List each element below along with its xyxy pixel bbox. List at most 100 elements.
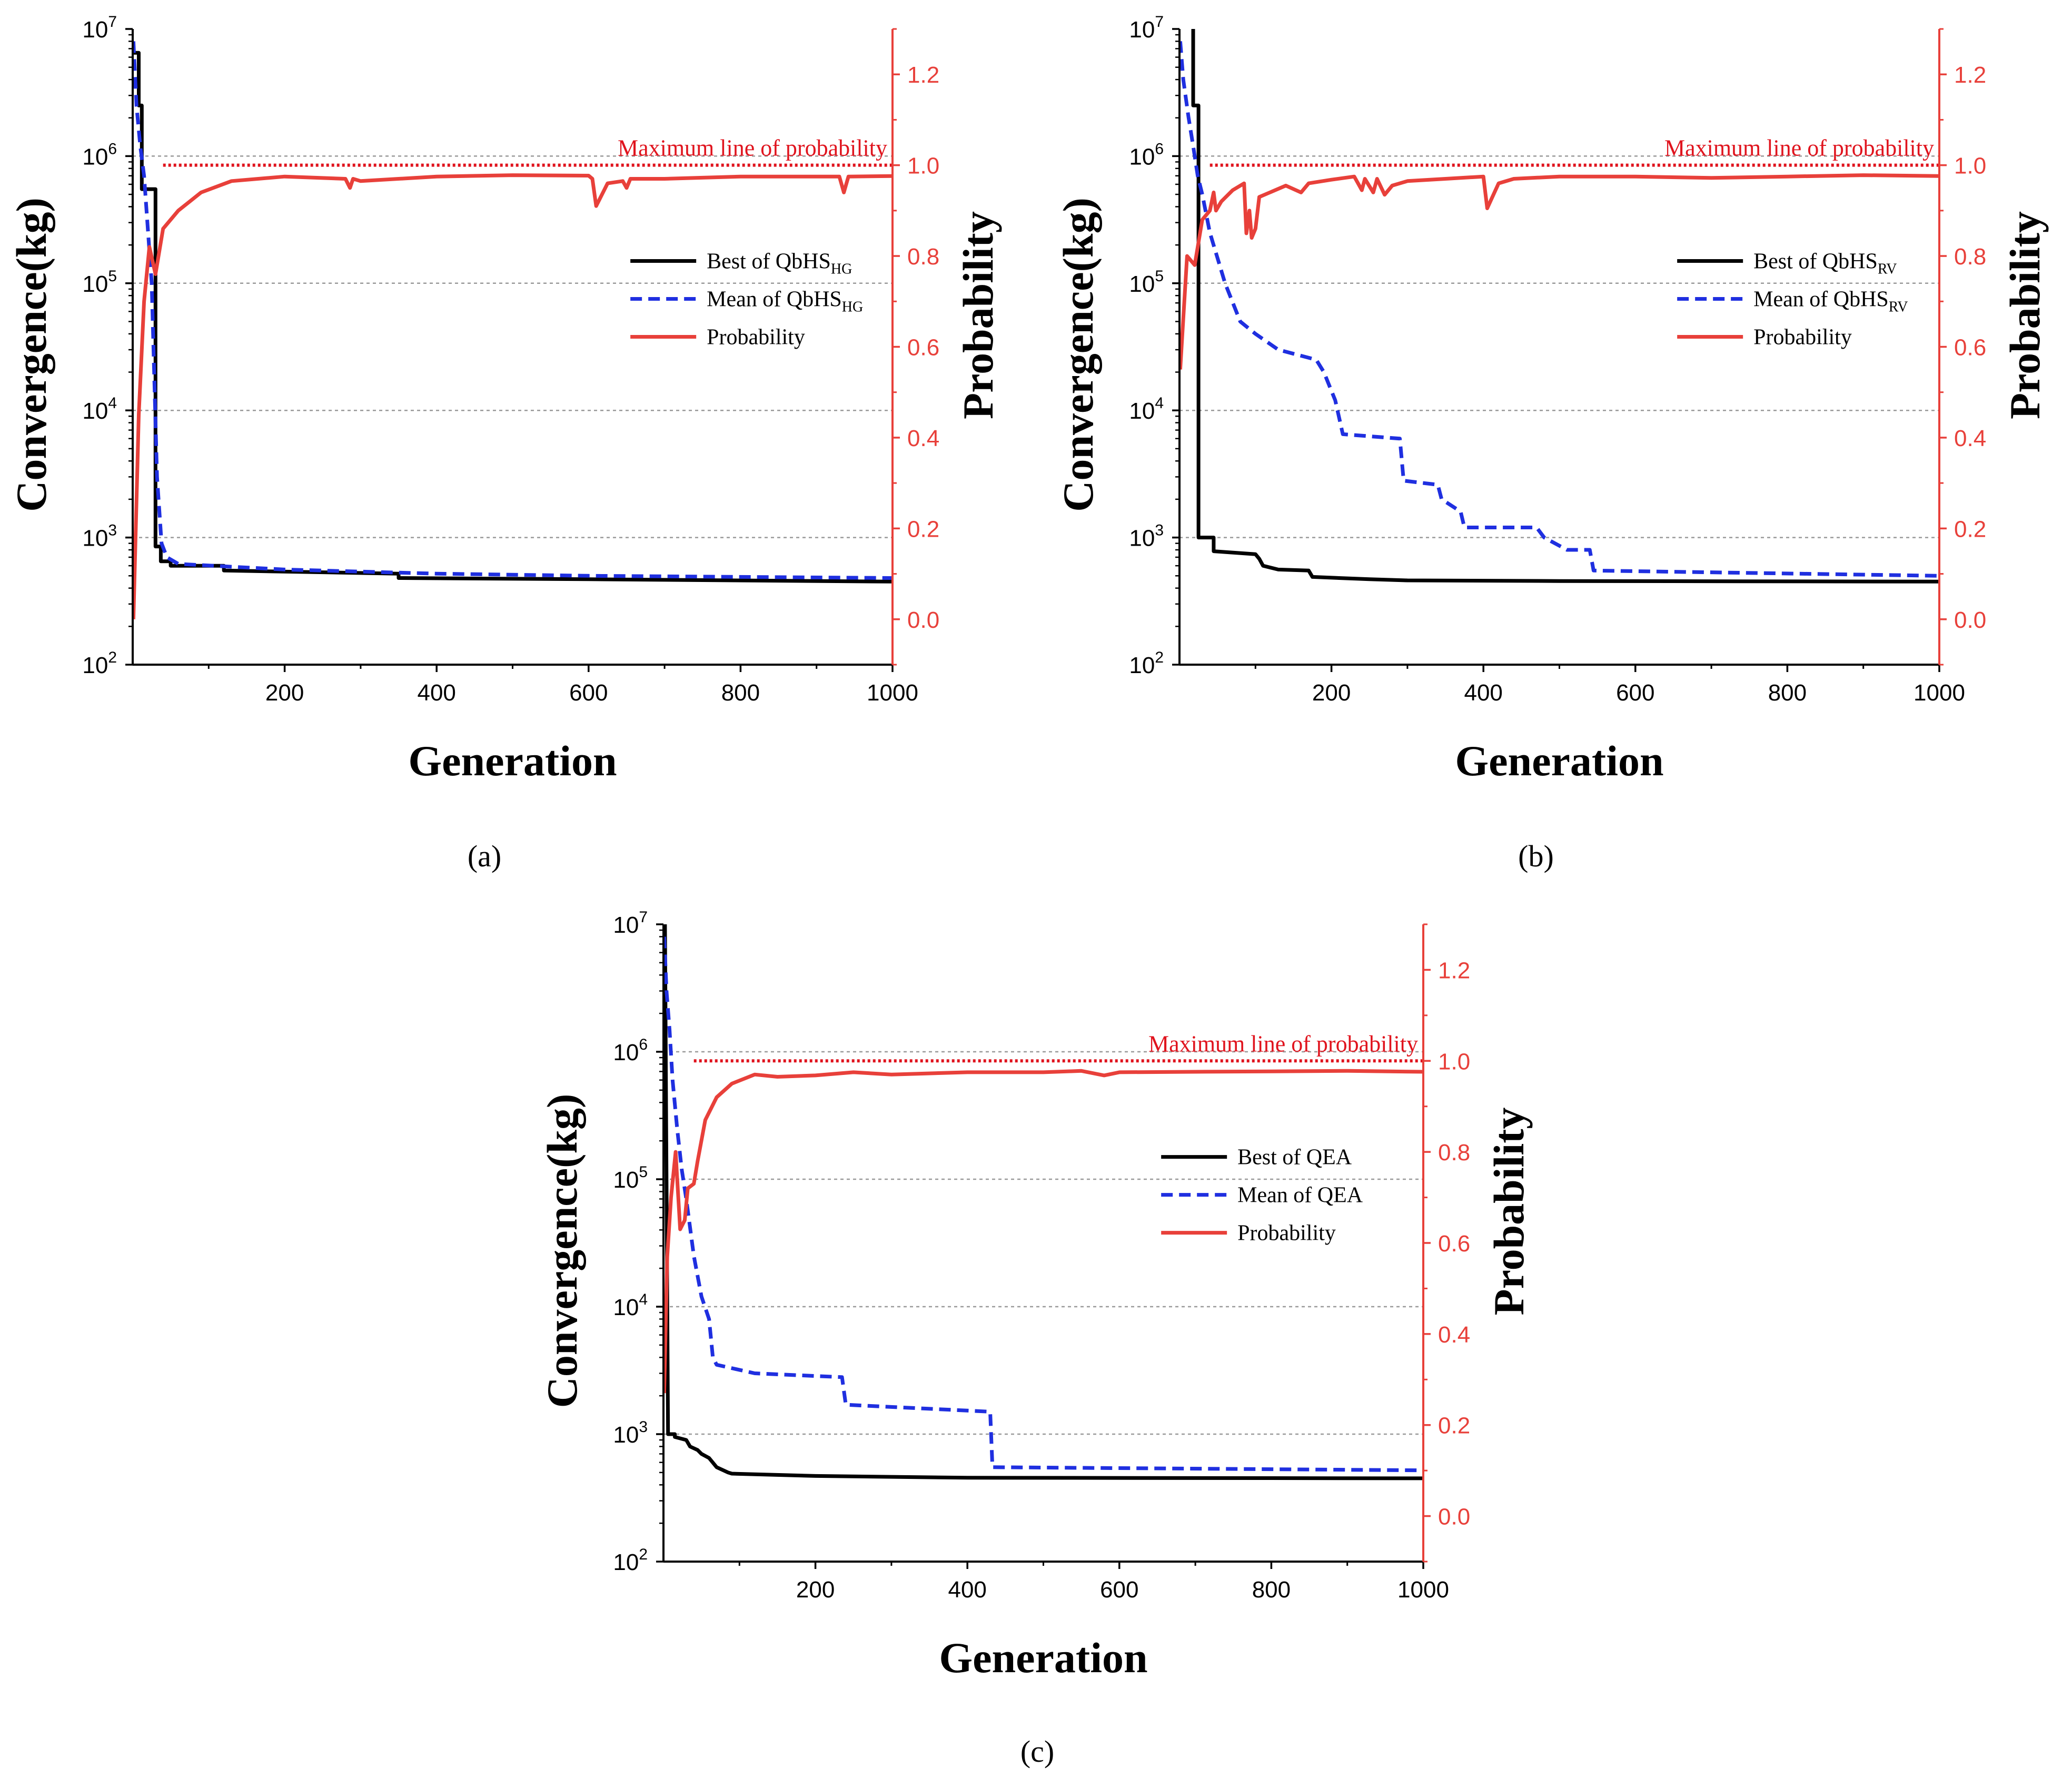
panel-b-y-right-tick-label: 1.2 [1954,62,1986,88]
panel-a-series-mean [133,41,893,580]
panel-a-y-left-tick-label: 102 [82,649,117,678]
panel-c-series-mean [663,936,1423,1473]
panel-a-legend: Best of QbHSHG Mean of QbHSHG Probability [630,250,863,350]
panel-c-x-tick-label: 600 [1100,1577,1138,1603]
panel-a-y-left-axis-label: Convergence(kg) [7,198,55,512]
panel-a-legend-label: Best of QbHSHG [707,250,852,278]
panel-b-y-left-tick-label: 104 [1129,394,1164,424]
panel-c-y-right-tick-label: 0.2 [1438,1413,1470,1439]
panel-b-axes: 200 400 600 800 1000 102 103 104 105 106 107 0.0 0.2… [1129,13,1986,706]
panel-a-x-axis-label: Generation [408,737,617,785]
panel-a-y-right-tick-label: 0.2 [907,516,939,542]
panel-a-series-probability [133,173,893,619]
panel-a-caption: (a) [468,839,501,873]
panel-c-max-line-label: Maximum line of probability [1148,1031,1418,1057]
panel-a-y-right-tick-label: 0.8 [907,244,939,270]
panel-c-y-right-tick-label: 0.0 [1438,1504,1470,1530]
panel-c-y-left-tick-label: 106 [613,1036,648,1065]
panel-a-plot [133,41,893,619]
panel-c-y-left-tick-label: 103 [613,1418,648,1448]
panel-a: 200 400 600 800 1000 102 103 104 105 106 107 0.0 0.2… [7,13,1002,873]
panel-c-legend-label: Best of QEA [1237,1146,1352,1170]
panel-b-x-axis-label: Generation [1455,737,1663,785]
panel-a-legend-label: Mean of QbHSHG [707,288,863,315]
panel-c-series-probability [663,1069,1423,1394]
panel-c-legend-label: Probability [1237,1221,1336,1246]
panel-a-y-right-tick-label: 1.2 [907,62,939,88]
panel-c-x-tick-label: 800 [1252,1577,1291,1603]
panel-b-caption: (b) [1518,839,1554,873]
panel-c-axes: 200 400 600 800 1000 102 103 104 105 106 107 0.0 0.2… [613,909,1470,1603]
panel-b-x-tick-label: 200 [1312,680,1351,706]
panel-b-x-tick-label: 800 [1768,680,1807,706]
panel-b-y-right-axis-label: Probability [2001,211,2049,419]
panel-b-x-tick-label: 1000 [1914,680,1965,706]
panel-a-series-best [133,51,893,584]
panel-a-grid [133,155,893,538]
panel-c-x-tick-label: 1000 [1397,1577,1449,1603]
panel-c-y-left-axis-label: Convergence(kg) [538,1094,586,1408]
panel-a-legend-label: Probability [707,325,805,350]
panel-c-legend: Best of QEA Mean of QEA Probability [1161,1146,1363,1246]
panel-c-y-left-tick-label: 107 [613,909,648,938]
panel-b-plot [1179,29,1939,584]
panel-b: 200 400 600 800 1000 102 103 104 105 106 107 0.0 0.2… [1054,13,2049,873]
panel-a-y-right-tick-label: 1.0 [907,153,939,179]
panel-b-y-left-tick-label: 106 [1129,140,1164,170]
panel-a-y-left-tick-label: 107 [82,13,117,43]
panel-b-legend-label: Mean of QbHSRV [1753,288,1908,315]
panel-a-x-tick-label: 200 [265,680,304,706]
panel-c-series-best [663,924,1423,1480]
panel-b-legend-label: Best of QbHSRV [1753,250,1897,278]
panel-b-y-left-axis-label: Convergence(kg) [1054,198,1102,512]
panel-b-y-right-tick-label: 0.2 [1954,516,1986,542]
panel-a-x-tick-label: 1000 [867,680,918,706]
panel-a-axes: 200 400 600 800 1000 102 103 104 105 106 107 0.0 0.2… [82,13,939,706]
panel-b-y-right-tick-label: 0.0 [1954,607,1986,633]
panel-c-y-left-tick-label: 102 [613,1546,648,1575]
panel-c-y-right-tick-label: 1.2 [1438,957,1470,983]
panel-a-y-right-tick-label: 0.6 [907,335,939,361]
panel-c-y-right-tick-label: 1.0 [1438,1049,1470,1074]
panel-b-y-right-tick-label: 0.4 [1954,426,1986,451]
panel-a-y-right-tick-label: 0.0 [907,607,939,633]
panel-b-series-best [1191,29,1939,584]
panel-b-y-left-tick-label: 102 [1129,649,1164,678]
panel-b-y-right-tick-label: 1.0 [1954,153,1986,179]
panel-a-max-line-label: Maximum line of probability [618,135,887,161]
panel-b-series-probability [1179,173,1939,370]
panel-c-y-right-tick-label: 0.4 [1438,1322,1470,1348]
panel-c-y-right-tick-label: 0.6 [1438,1231,1470,1257]
panel-a-y-right-tick-label: 0.4 [907,426,939,451]
panel-a-x-tick-label: 600 [569,680,608,706]
panel-c-plot [663,924,1423,1480]
panel-c-legend-label: Mean of QEA [1237,1183,1363,1208]
panel-c-x-tick-label: 200 [796,1577,835,1603]
panel-b-legend: Best of QbHSRV Mean of QbHSRV Probability [1677,250,1908,350]
panel-c-caption: (c) [1020,1734,1054,1769]
panel-b-grid [1179,155,1939,538]
panel-b-legend-label: Probability [1753,325,1852,350]
panel-b-y-left-tick-label: 105 [1129,268,1164,297]
panel-c-grid [663,1051,1423,1435]
panel-b-y-right-tick-label: 0.6 [1954,335,1986,361]
panel-a-y-left-tick-label: 106 [82,140,117,170]
panel-a-y-right-axis-label: Probability [954,211,1002,419]
panel-a-y-left-tick-label: 103 [82,522,117,551]
panel-b-y-left-tick-label: 103 [1129,522,1164,551]
panel-b-series-mean [1179,41,1939,578]
panel-b-y-right-tick-label: 0.8 [1954,244,1986,270]
panel-c-x-tick-label: 400 [948,1577,986,1603]
panel-b-y-left-tick-label: 107 [1129,13,1164,43]
panel-a-y-left-tick-label: 105 [82,268,117,297]
panel-c: 200 400 600 800 1000 102 103 104 105 106 107 0.0 0.2… [538,909,1533,1769]
panel-b-x-tick-label: 400 [1464,680,1502,706]
panel-c-y-right-axis-label: Probability [1485,1108,1533,1316]
panel-c-y-left-tick-label: 105 [613,1163,648,1193]
panel-b-x-tick-label: 600 [1616,680,1654,706]
panel-c-y-left-tick-label: 104 [613,1291,648,1320]
panel-b-max-line-label: Maximum line of probability [1664,135,1934,161]
panel-c-x-axis-label: Generation [939,1634,1147,1682]
panel-a-x-tick-label: 800 [721,680,760,706]
